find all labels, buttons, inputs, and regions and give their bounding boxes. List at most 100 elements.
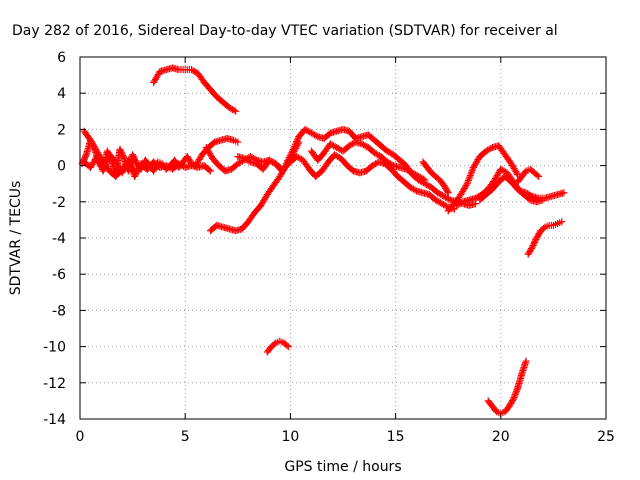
data-point-fill xyxy=(465,175,473,183)
data-point-fill xyxy=(97,155,105,163)
data-point-fill xyxy=(417,188,425,196)
data-point-fill xyxy=(513,169,521,177)
data-point-fill xyxy=(464,176,472,184)
y-tick-label: -8 xyxy=(52,303,66,319)
data-point-fill xyxy=(263,159,271,167)
data-point-fill xyxy=(84,133,92,141)
data-point-fill xyxy=(530,240,538,248)
y-tick-label: 2 xyxy=(57,122,66,138)
data-point-fill xyxy=(464,196,472,204)
data-point-fill xyxy=(231,162,239,170)
data-point-fill xyxy=(400,159,408,167)
data-point-fill xyxy=(543,222,551,230)
data-point-fill xyxy=(269,158,277,166)
data-point-fill xyxy=(517,188,525,196)
data-point-fill xyxy=(154,163,162,171)
data-point-fill xyxy=(381,145,389,153)
data-point-fill xyxy=(242,220,250,228)
data-point-fill xyxy=(135,164,143,172)
data-point-fill xyxy=(469,165,477,173)
data-point-fill xyxy=(419,175,427,183)
data-point-fill xyxy=(505,176,513,184)
data-point-fill xyxy=(217,96,225,104)
data-point-fill xyxy=(508,398,516,406)
data-point-fill xyxy=(290,144,298,152)
data-point-fill xyxy=(130,154,138,162)
data-point-fill xyxy=(528,244,536,252)
data-point-fill xyxy=(104,156,112,164)
data-point-fill xyxy=(533,171,541,179)
data-point-fill xyxy=(318,151,326,159)
data-point-fill xyxy=(224,224,232,232)
data-point-fill xyxy=(404,181,412,189)
series-arc-7 xyxy=(206,138,303,235)
data-point-fill xyxy=(116,168,124,176)
data-point-fill xyxy=(103,164,111,172)
data-point-fill xyxy=(215,137,223,145)
data-point-fill xyxy=(466,173,474,181)
data-point-fill xyxy=(292,139,300,147)
data-point-fill xyxy=(499,148,507,156)
data-point-fill xyxy=(520,170,528,178)
data-point-fill xyxy=(538,226,546,234)
x-axis-label: GPS time / hours xyxy=(284,459,401,475)
data-point-fill xyxy=(433,174,441,182)
data-point-fill xyxy=(230,106,238,114)
data-point xyxy=(99,167,107,175)
data-point-fill xyxy=(405,167,413,175)
data-point-fill xyxy=(381,156,389,164)
x-tick-label: 25 xyxy=(597,429,615,445)
data-point-fill xyxy=(467,170,475,178)
data-point-fill xyxy=(128,163,136,171)
data-point-fill xyxy=(204,165,212,173)
data-point-fill xyxy=(293,137,301,145)
series-arc-13 xyxy=(419,158,452,197)
data-point-fill xyxy=(511,392,519,400)
data-point-fill xyxy=(512,389,520,397)
data-point-fill xyxy=(265,345,273,353)
data-point-fill xyxy=(503,405,511,413)
data-point-fill xyxy=(334,153,342,161)
y-tick-label: -12 xyxy=(43,376,66,392)
data-point-fill xyxy=(299,128,307,136)
data-point-fill xyxy=(522,359,530,367)
data-point-fill xyxy=(512,183,520,191)
series-arc-14 xyxy=(444,142,522,215)
data-point-fill xyxy=(509,397,517,405)
data-point-fill xyxy=(191,67,199,75)
data-point-fill xyxy=(291,142,299,150)
data-point-fill xyxy=(424,182,432,190)
y-tick-label: 6 xyxy=(57,50,66,66)
data-point-fill xyxy=(448,202,456,210)
data-point-fill xyxy=(392,170,400,178)
data-point-fill xyxy=(356,139,364,147)
data-point xyxy=(289,147,297,155)
data-point-fill xyxy=(540,224,548,232)
data-point-fill xyxy=(457,199,465,207)
data-point-fill xyxy=(304,127,312,135)
data-point-fill xyxy=(552,220,560,228)
data-point-fill xyxy=(196,154,204,162)
data-point-fill xyxy=(490,405,498,413)
data-point-fill xyxy=(461,183,469,191)
data-point-fill xyxy=(161,66,169,74)
data-point-fill xyxy=(229,105,237,113)
data-point-fill xyxy=(131,155,139,163)
y-tick-label: -14 xyxy=(43,412,66,428)
data-point-fill xyxy=(150,166,158,174)
data-point-fill xyxy=(296,154,304,162)
data-point-fill xyxy=(274,175,282,183)
data-point-fill xyxy=(425,166,433,174)
data-point-fill xyxy=(293,136,301,144)
data-point-fill xyxy=(330,142,338,150)
series-arc-9 xyxy=(263,337,292,356)
data-point-fill xyxy=(468,167,476,175)
data-point-fill xyxy=(178,162,186,170)
data-point-fill xyxy=(228,136,236,144)
data-point-fill xyxy=(431,187,439,195)
data-point-fill xyxy=(524,194,532,202)
data-point-fill xyxy=(117,148,125,156)
data-point-fill xyxy=(435,198,443,206)
data-point-fill xyxy=(468,168,476,176)
